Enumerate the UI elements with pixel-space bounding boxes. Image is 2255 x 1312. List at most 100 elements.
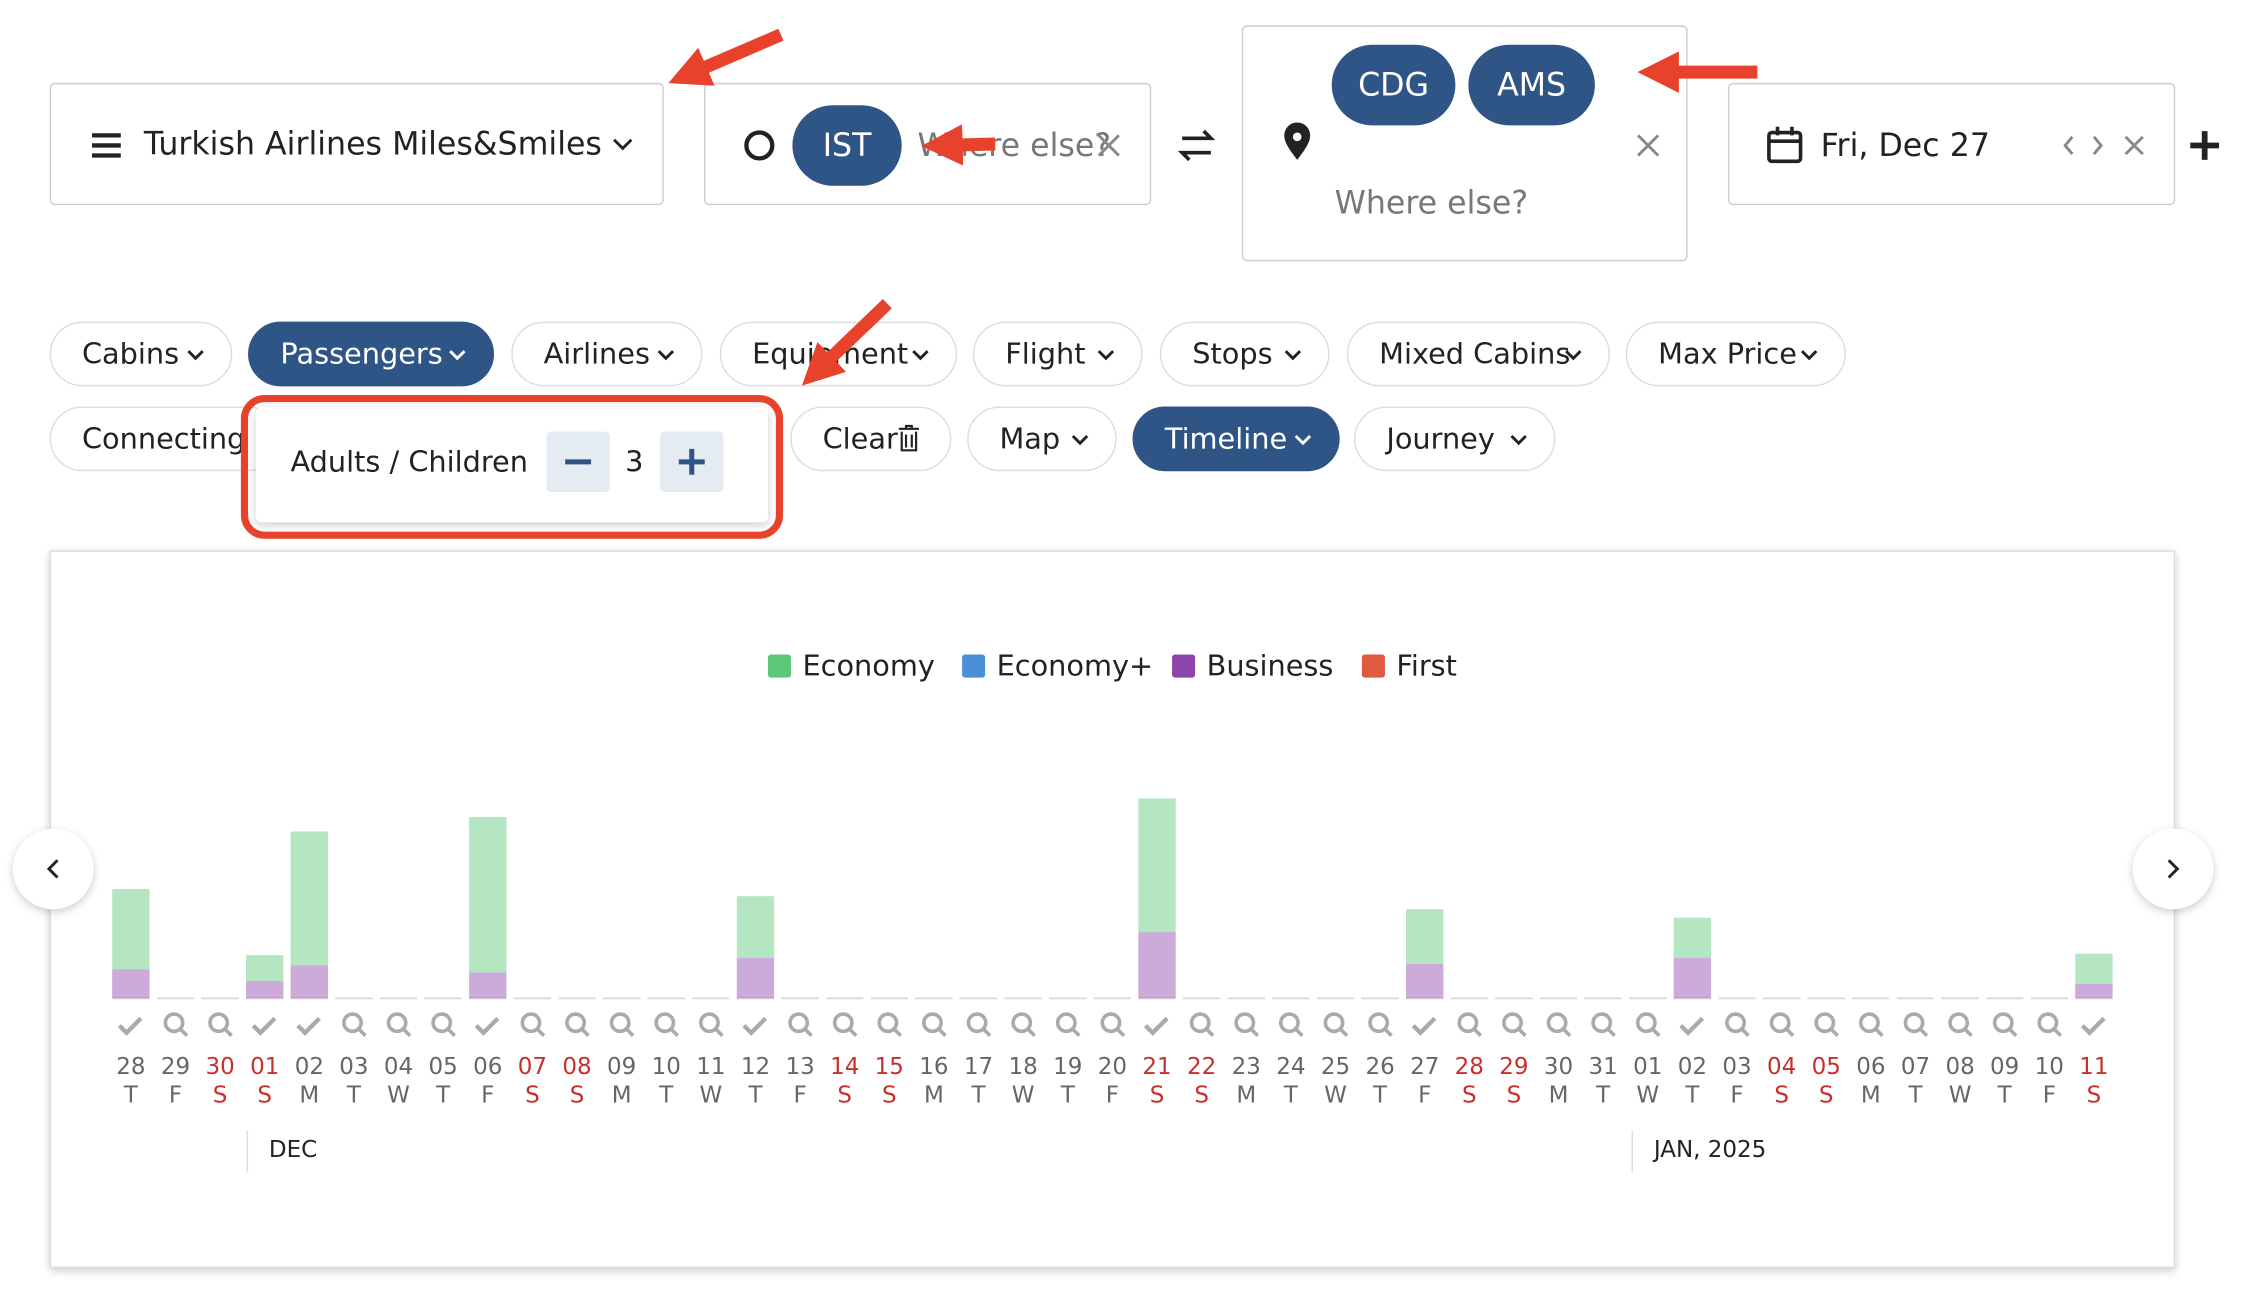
filter-pill[interactable]: Cabins bbox=[49, 321, 233, 387]
date-input[interactable]: Fri, Dec 27 bbox=[1727, 82, 2176, 206]
search-icon[interactable] bbox=[1992, 1012, 2014, 1034]
month-label: DEC bbox=[269, 1137, 317, 1163]
search-icon-handle bbox=[936, 1027, 947, 1037]
search-icon-handle bbox=[446, 1027, 456, 1037]
weekday-label: T bbox=[1060, 1083, 1076, 1109]
search-icon[interactable] bbox=[1725, 1012, 1746, 1034]
filter-pill[interactable]: Mixed Cabins bbox=[1346, 321, 1610, 387]
date-label: 18 bbox=[1009, 1054, 1038, 1080]
bar-segment bbox=[112, 969, 150, 999]
search-icon[interactable] bbox=[163, 1012, 185, 1034]
search-icon[interactable] bbox=[208, 1012, 230, 1034]
search-icon[interactable] bbox=[1278, 1012, 1300, 1034]
weekday-label: F bbox=[2043, 1083, 2056, 1109]
search-icon[interactable] bbox=[1502, 1012, 1523, 1034]
search-icon[interactable] bbox=[877, 1012, 899, 1034]
search-icon[interactable] bbox=[1591, 1012, 1613, 1034]
search-icon[interactable] bbox=[1234, 1012, 1256, 1034]
check-icon bbox=[251, 1016, 277, 1036]
filter-pill[interactable]: Timeline bbox=[1132, 406, 1340, 472]
weekday-label: S bbox=[837, 1083, 852, 1109]
search-icon[interactable] bbox=[1100, 1012, 1122, 1034]
search-icon[interactable] bbox=[1546, 1012, 1568, 1034]
origin-input[interactable]: IST Where else? bbox=[703, 82, 1152, 206]
search-icon[interactable] bbox=[1323, 1012, 1345, 1034]
filter-pill[interactable]: Clear bbox=[790, 406, 952, 472]
search-icon[interactable] bbox=[386, 1012, 408, 1034]
search-icon-handle bbox=[1249, 1027, 1260, 1037]
search-icon[interactable] bbox=[1903, 1012, 1925, 1034]
date-label: 13 bbox=[785, 1054, 814, 1080]
pill-box bbox=[1132, 406, 1340, 472]
search-icon[interactable] bbox=[922, 1012, 943, 1034]
bar-segment bbox=[2075, 953, 2113, 984]
date-label: 29 bbox=[161, 1054, 190, 1080]
search-icon-handle bbox=[1873, 1027, 1884, 1037]
filter-pill[interactable]: Airlines bbox=[511, 321, 703, 387]
swap-icon[interactable] bbox=[1177, 129, 1216, 162]
airport-code: AMS bbox=[1497, 67, 1566, 103]
search-icon[interactable] bbox=[1814, 1012, 1836, 1034]
search-icon[interactable] bbox=[1055, 1012, 1077, 1034]
search-icon[interactable] bbox=[1189, 1012, 1211, 1034]
date-label: 24 bbox=[1276, 1054, 1305, 1080]
search-icon[interactable] bbox=[788, 1012, 810, 1034]
filter-pill[interactable]: Journey bbox=[1354, 406, 1556, 472]
search-icon[interactable] bbox=[520, 1012, 542, 1034]
search-icon[interactable] bbox=[1368, 1012, 1390, 1034]
next-button[interactable] bbox=[2132, 828, 2214, 910]
search-icon-handle bbox=[1516, 1027, 1527, 1037]
search-icon[interactable] bbox=[1457, 1012, 1479, 1034]
pill-label: Mixed Cabins bbox=[1379, 336, 1570, 370]
search-icon[interactable] bbox=[1011, 1012, 1033, 1034]
date-label: 02 bbox=[1678, 1054, 1707, 1080]
search-icon[interactable] bbox=[966, 1012, 988, 1034]
search-icon[interactable] bbox=[431, 1012, 453, 1034]
search-icon[interactable] bbox=[1635, 1012, 1657, 1034]
search-icon[interactable] bbox=[699, 1012, 720, 1034]
filter-pill[interactable]: Connecting bbox=[49, 406, 282, 472]
date-label: 04 bbox=[1767, 1054, 1796, 1080]
date-label: 09 bbox=[1990, 1054, 2019, 1080]
destination-input[interactable]: CDG AMS Where else? bbox=[1241, 25, 1688, 262]
search-icon[interactable] bbox=[832, 1012, 854, 1034]
search-icon[interactable] bbox=[1858, 1012, 1880, 1034]
weekday-label: T bbox=[1997, 1083, 2013, 1109]
filter-pill[interactable]: Map bbox=[967, 406, 1117, 472]
program-select[interactable]: Turkish Airlines Miles&Smiles bbox=[49, 82, 664, 206]
filter-pill[interactable]: Passengers bbox=[248, 321, 495, 387]
weekday-label: M bbox=[612, 1083, 632, 1109]
search-icon[interactable] bbox=[654, 1012, 676, 1034]
weekday-label: T bbox=[123, 1083, 139, 1109]
search-icon[interactable] bbox=[609, 1012, 631, 1034]
chevron bbox=[1510, 434, 1527, 446]
weekday-label: S bbox=[1774, 1083, 1789, 1109]
pill-box bbox=[248, 321, 495, 387]
filter-pill[interactable]: Flight bbox=[972, 321, 1143, 387]
date-label: 01 bbox=[250, 1054, 279, 1080]
filter-pill[interactable]: Stops bbox=[1159, 321, 1330, 387]
weekday-label: W bbox=[1636, 1083, 1659, 1109]
clear-icon bbox=[1637, 134, 1660, 157]
prev-button[interactable] bbox=[12, 828, 94, 910]
weekday-label: W bbox=[1324, 1083, 1347, 1109]
search-icon-handle bbox=[1963, 1027, 1973, 1037]
weekday-label: S bbox=[213, 1083, 228, 1109]
chevron bbox=[1097, 350, 1115, 361]
search-icon[interactable] bbox=[565, 1012, 587, 1034]
weekday-label: F bbox=[169, 1083, 182, 1109]
date-label: 12 bbox=[741, 1054, 770, 1080]
search-icon[interactable] bbox=[2037, 1012, 2059, 1034]
date-label: 06 bbox=[1856, 1054, 1885, 1080]
search-icon[interactable] bbox=[342, 1012, 363, 1034]
date-label: 27 bbox=[1410, 1054, 1439, 1080]
weekday-label: S bbox=[1194, 1083, 1209, 1109]
search-icon[interactable] bbox=[1948, 1012, 1970, 1034]
search-icon[interactable] bbox=[1769, 1012, 1791, 1034]
filter-pill[interactable]: Max Price bbox=[1625, 321, 1846, 387]
add-button[interactable] bbox=[2190, 131, 2220, 160]
weekday-label: M bbox=[299, 1083, 319, 1109]
date-label: 22 bbox=[1187, 1054, 1216, 1080]
highlight-box bbox=[240, 394, 784, 539]
